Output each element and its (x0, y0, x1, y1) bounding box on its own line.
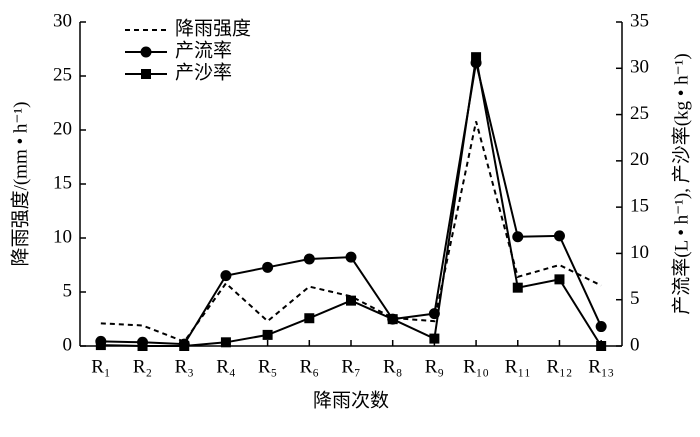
series-line (100, 121, 602, 343)
y-tick-label: 25 (53, 64, 72, 85)
y-tick-label: 10 (53, 226, 72, 247)
y2-tick-label: 25 (630, 103, 649, 124)
y-axis-label: 降雨强度/(mm • h⁻¹) (9, 102, 31, 267)
legend-label: 降雨强度 (175, 17, 251, 39)
y2-tick-label: 15 (630, 196, 649, 217)
data-point (387, 314, 398, 325)
y-tick-label: 20 (53, 118, 72, 139)
legend-marker (140, 46, 152, 58)
x-tick-label: R₃ (175, 356, 194, 377)
x-tick-label: R₂ (133, 356, 152, 377)
data-point (262, 329, 273, 340)
data-point (220, 337, 231, 348)
y2-axis-label: 产流率(L • h⁻¹), 产沙率(kg • h⁻¹) (670, 53, 692, 314)
data-point (179, 341, 190, 351)
x-tick-label: R₉ (425, 356, 444, 377)
data-point (512, 282, 523, 293)
y2-tick-label: 0 (630, 334, 640, 355)
legend-label: 产沙率 (175, 61, 232, 83)
y-tick-label: 0 (63, 334, 73, 355)
x-tick-label: R₁ (91, 356, 110, 377)
data-point (346, 295, 356, 306)
y2-tick-label: 10 (630, 242, 649, 263)
y-tick-label: 30 (53, 10, 72, 31)
y-tick-label: 15 (53, 172, 72, 193)
x-tick-label: R₇ (341, 356, 360, 377)
data-point (345, 251, 357, 263)
data-point (553, 230, 565, 242)
data-point (262, 261, 274, 273)
x-axis-label: 降雨次数 (313, 389, 389, 411)
x-tick-label: R₆ (300, 356, 319, 377)
data-point (512, 231, 524, 243)
y2-tick-label: 30 (630, 57, 649, 78)
y2-tick-label: 5 (630, 288, 640, 309)
x-tick-label: R₄ (216, 356, 235, 377)
y2-tick-label: 20 (630, 149, 649, 170)
y2-tick-label: 35 (630, 10, 649, 31)
data-point (595, 321, 607, 333)
x-tick-label: R₁₂ (547, 356, 573, 377)
data-point (137, 341, 148, 351)
data-point (303, 253, 315, 265)
legend-label: 产流率 (175, 39, 232, 61)
x-tick-label: R₁₀ (463, 356, 489, 377)
legend-marker (141, 69, 151, 79)
x-tick-label: R₁₃ (588, 356, 614, 377)
data-point (554, 274, 565, 285)
data-point (471, 52, 482, 63)
y-tick-label: 5 (63, 280, 73, 301)
x-tick-label: R₈ (383, 356, 402, 377)
data-point (220, 270, 232, 282)
data-point (95, 340, 106, 351)
x-tick-label: R₁₁ (505, 356, 531, 377)
data-point (596, 341, 607, 351)
data-point (304, 313, 315, 324)
x-tick-label: R₅ (258, 356, 277, 377)
data-point (429, 333, 440, 344)
